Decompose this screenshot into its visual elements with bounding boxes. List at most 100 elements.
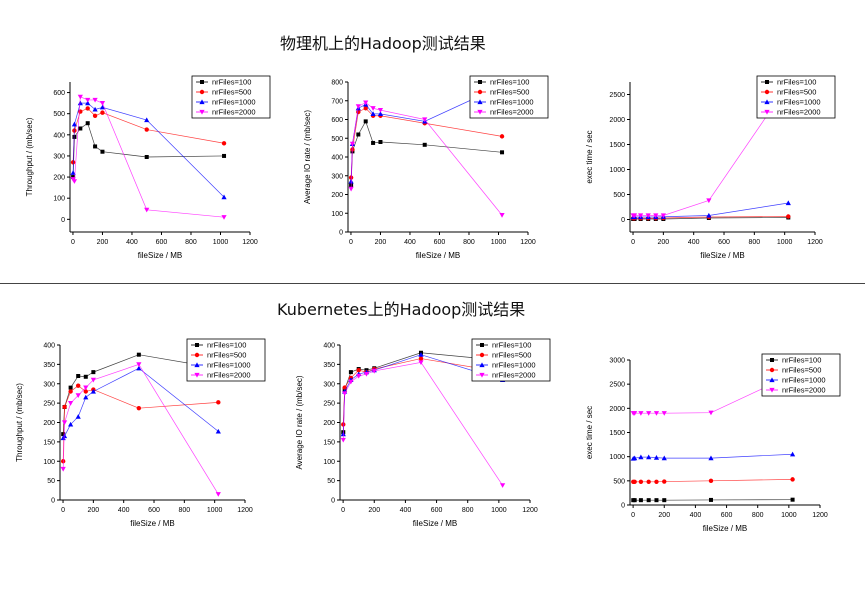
data-point [653, 411, 660, 416]
data-point [221, 194, 227, 200]
legend-marker [764, 89, 770, 95]
legend-label: nrFiles=1000 [782, 376, 826, 385]
data-point [75, 383, 81, 388]
y-tick-label: 200 [53, 175, 65, 182]
y-tick-label: 500 [53, 111, 65, 118]
x-tick-label: 600 [721, 512, 733, 519]
legend-marker [477, 99, 483, 105]
y-axis-label: Throughput / (mb/sec) [25, 117, 34, 196]
data-point [355, 104, 361, 109]
legend-marker [479, 352, 485, 358]
legend-marker [480, 343, 484, 347]
legend-marker [764, 109, 770, 115]
x-tick-label: 200 [658, 512, 670, 519]
legend-box [191, 75, 271, 119]
x-tick-label: 800 [463, 239, 475, 246]
legend-label: nrFiles=100 [492, 341, 531, 350]
data-point [93, 144, 98, 149]
data-point [85, 100, 91, 106]
x-tick-label: 1000 [781, 512, 797, 519]
series-line-0 [72, 122, 225, 178]
x-axis-label: fileSize / MB [130, 519, 174, 528]
x-tick-label: 400 [688, 239, 700, 246]
legend-label: nrFiles=100 [782, 356, 821, 365]
x-axis-label: fileSize / MB [138, 251, 182, 260]
data-point [85, 97, 91, 103]
data-point [708, 455, 714, 461]
data-point [422, 117, 428, 123]
data-point [708, 478, 714, 484]
k8s-exectime-chart: 0 200 400 600 800 1000 1200 0 500 1000 1500 2000 250… [585, 353, 841, 533]
y-tick-label: 400 [43, 343, 55, 350]
data-point [706, 198, 712, 204]
data-point [370, 111, 376, 116]
data-point [144, 207, 150, 213]
legend-marker [199, 99, 205, 105]
y-tick-label: 300 [53, 153, 65, 160]
data-point [654, 498, 659, 503]
y-tick-label: 0 [51, 498, 55, 505]
legend-marker [194, 372, 200, 378]
data-point [708, 410, 714, 416]
data-point [370, 106, 376, 111]
data-point [60, 466, 66, 472]
data-point [78, 126, 83, 131]
legend-label: nrFiles=100 [490, 78, 529, 87]
data-point [785, 200, 791, 206]
data-point [638, 479, 644, 484]
legend-label: nrFiles=500 [777, 88, 816, 97]
data-point [790, 497, 795, 502]
legend-label: nrFiles=1000 [207, 361, 251, 370]
x-axis-label: fileSize / MB [413, 519, 457, 528]
phys-exectime-chart: 0 200 400 600 800 1000 1200 0 500 1000 1500 2000 250… [585, 75, 836, 260]
y-tick-label: 350 [323, 362, 335, 369]
y-tick-label: 600 [331, 117, 343, 124]
phys-iorate-chart: 0 200 400 600 800 1000 1200 0 100 200 300 400 500 600… [303, 75, 549, 260]
data-point [646, 454, 652, 460]
data-point [83, 385, 89, 391]
y-tick-label: 300 [43, 381, 55, 388]
x-tick-label: 200 [658, 239, 670, 246]
x-tick-label: 200 [88, 507, 100, 514]
physical-section-title: 物理机上的Hadoop测试结果 [280, 34, 486, 53]
x-tick-label: 600 [718, 239, 730, 246]
data-point [68, 389, 73, 394]
y-tick-label: 200 [323, 420, 335, 427]
data-point [499, 483, 506, 488]
legend-label: nrFiles=2000 [207, 371, 251, 380]
x-tick-label: 400 [126, 239, 138, 246]
x-tick-label: 1000 [777, 239, 793, 246]
data-point [100, 110, 105, 115]
data-point [638, 213, 644, 219]
data-point [653, 455, 660, 460]
y-tick-label: 2500 [609, 382, 625, 389]
legend-marker [477, 109, 483, 115]
data-point [356, 132, 361, 137]
data-point [789, 451, 796, 457]
x-tick-label: 1000 [491, 507, 507, 514]
x-tick-label: 0 [71, 239, 75, 246]
data-point [418, 356, 424, 361]
y-tick-label: 400 [323, 343, 335, 350]
data-point [638, 498, 643, 503]
data-point [363, 371, 370, 377]
data-point [499, 134, 505, 139]
legend-label: nrFiles=2000 [492, 371, 536, 380]
data-point [144, 127, 149, 132]
data-point [221, 215, 227, 220]
y-axis-label: exec time / sec [585, 130, 594, 183]
series-line-3 [350, 102, 503, 216]
data-point [136, 405, 142, 411]
phys-throughput-chart: 0 200 400 600 800 1000 1200 0 100 200 300 400 500 600… [25, 75, 271, 260]
legend-marker [479, 362, 485, 368]
data-point [363, 106, 368, 111]
x-tick-label: 1200 [807, 239, 823, 246]
data-point [499, 213, 505, 218]
data-point [356, 367, 361, 373]
series-line-2 [62, 367, 219, 439]
y-tick-label: 400 [53, 132, 65, 139]
legend-marker [770, 358, 774, 362]
legend-label: nrFiles=500 [207, 351, 246, 360]
legend-label: nrFiles=2000 [777, 108, 821, 117]
data-point [631, 213, 638, 219]
